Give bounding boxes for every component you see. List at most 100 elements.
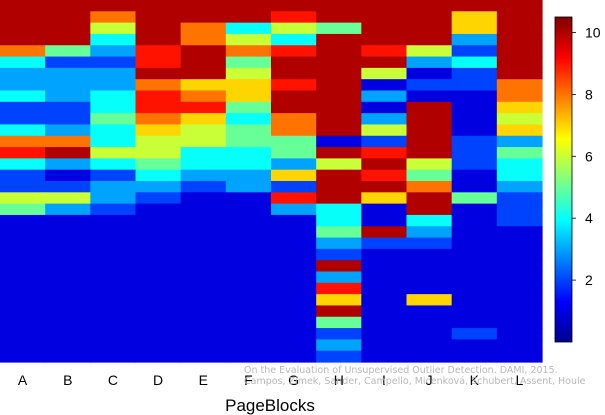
heatmap-cell bbox=[271, 67, 317, 80]
heatmap-cell bbox=[361, 124, 408, 137]
heatmap-grid bbox=[0, 0, 543, 363]
heatmap-cell bbox=[90, 147, 137, 159]
heatmap-cell bbox=[496, 45, 543, 58]
heatmap-cell bbox=[496, 226, 543, 239]
heatmap-cell bbox=[406, 56, 453, 69]
heatmap-cell bbox=[361, 237, 408, 250]
heatmap-cell bbox=[496, 0, 543, 12]
heatmap-cell bbox=[0, 0, 46, 12]
heatmap-cell bbox=[361, 294, 408, 307]
heatmap-cell bbox=[361, 147, 408, 159]
heatmap-cell bbox=[406, 33, 453, 46]
heatmap-cell bbox=[225, 316, 272, 329]
heatmap-cell bbox=[0, 226, 46, 239]
heatmap-cell bbox=[316, 214, 362, 227]
column-labels: A B C D E F G H I J K L bbox=[18, 372, 524, 388]
heatmap-cell bbox=[361, 79, 408, 92]
heatmap-cell bbox=[45, 282, 91, 295]
heatmap-cell bbox=[225, 226, 272, 239]
heatmap-cell bbox=[90, 124, 137, 137]
heatmap-cell bbox=[406, 101, 453, 114]
heatmap-cell bbox=[45, 328, 91, 340]
heatmap-cell bbox=[90, 67, 137, 80]
column-label: A bbox=[18, 372, 28, 388]
heatmap-cell bbox=[271, 305, 317, 318]
heatmap-cell bbox=[406, 271, 453, 284]
heatmap-cell bbox=[316, 147, 362, 159]
heatmap-cell bbox=[361, 316, 408, 329]
heatmap-cell bbox=[135, 113, 182, 126]
heatmap-cell bbox=[45, 113, 91, 126]
heatmap-cell bbox=[225, 214, 272, 227]
heatmap-cell bbox=[316, 260, 362, 273]
heatmap-cell bbox=[135, 192, 182, 205]
heatmap-cell bbox=[271, 316, 317, 329]
heatmap-cell bbox=[316, 0, 362, 12]
heatmap-cell bbox=[135, 294, 182, 307]
heatmap-cell bbox=[271, 181, 317, 193]
heatmap-cell bbox=[271, 339, 317, 352]
heatmap-cell bbox=[180, 282, 227, 295]
heatmap-cell bbox=[316, 158, 362, 171]
heatmap-cell bbox=[271, 90, 317, 103]
heatmap-cell bbox=[316, 203, 362, 216]
heatmap-cell bbox=[496, 350, 543, 363]
heatmap-cell bbox=[180, 113, 227, 126]
heatmap-cell bbox=[135, 169, 182, 182]
heatmap-cell bbox=[361, 101, 408, 114]
heatmap-cell bbox=[451, 90, 498, 103]
heatmap-cell bbox=[45, 214, 91, 227]
heatmap-cell bbox=[406, 214, 453, 227]
heatmap-cell bbox=[45, 135, 91, 148]
heatmap-cell bbox=[406, 147, 453, 159]
heatmap-cell bbox=[361, 305, 408, 318]
heatmap-cell bbox=[90, 22, 137, 35]
heatmap-cell bbox=[90, 316, 137, 329]
heatmap-cell bbox=[451, 328, 498, 340]
heatmap-cell bbox=[316, 282, 362, 295]
heatmap-cell bbox=[135, 147, 182, 159]
heatmap-cell bbox=[361, 158, 408, 171]
colorbar-gradient bbox=[554, 16, 573, 343]
heatmap-cell bbox=[45, 181, 91, 193]
heatmap-cell bbox=[316, 226, 362, 239]
heatmap-cell bbox=[496, 11, 543, 24]
heatmap-cell bbox=[135, 33, 182, 46]
heatmap-cell bbox=[225, 305, 272, 318]
heatmap-cell bbox=[225, 79, 272, 92]
heatmap-cell bbox=[406, 45, 453, 58]
heatmap-cell bbox=[225, 11, 272, 24]
heatmap-cell bbox=[406, 11, 453, 24]
heatmap-cell bbox=[361, 181, 408, 193]
heatmap-cell bbox=[496, 56, 543, 69]
heatmap-cell bbox=[271, 350, 317, 363]
heatmap-cell bbox=[135, 101, 182, 114]
heatmap-cell bbox=[90, 56, 137, 69]
heatmap-cell bbox=[0, 181, 46, 193]
heatmap-cell bbox=[45, 22, 91, 35]
heatmap-cell bbox=[0, 113, 46, 126]
heatmap-cell bbox=[180, 339, 227, 352]
heatmap-cell bbox=[180, 101, 227, 114]
heatmap-cell bbox=[180, 79, 227, 92]
heatmap-cell bbox=[451, 113, 498, 126]
heatmap-cell bbox=[90, 158, 137, 171]
heatmap-cell bbox=[316, 192, 362, 205]
heatmap-cell bbox=[135, 22, 182, 35]
heatmap-cell bbox=[361, 0, 408, 12]
heatmap-cell bbox=[316, 45, 362, 58]
heatmap-cell bbox=[406, 113, 453, 126]
heatmap-cell bbox=[496, 158, 543, 171]
heatmap-cell bbox=[225, 237, 272, 250]
heatmap-cell bbox=[180, 22, 227, 35]
heatmap-cell bbox=[406, 226, 453, 239]
heatmap-cell bbox=[225, 113, 272, 126]
heatmap-cell bbox=[135, 271, 182, 284]
heatmap-cell bbox=[180, 260, 227, 273]
heatmap-cell bbox=[496, 328, 543, 340]
heatmap-cell bbox=[0, 124, 46, 137]
heatmap-cell bbox=[180, 56, 227, 69]
heatmap-cell bbox=[225, 169, 272, 182]
watermark-authors: Campos, Zimek, Sander, Campello, Micenko… bbox=[244, 376, 586, 387]
heatmap-cell bbox=[0, 101, 46, 114]
